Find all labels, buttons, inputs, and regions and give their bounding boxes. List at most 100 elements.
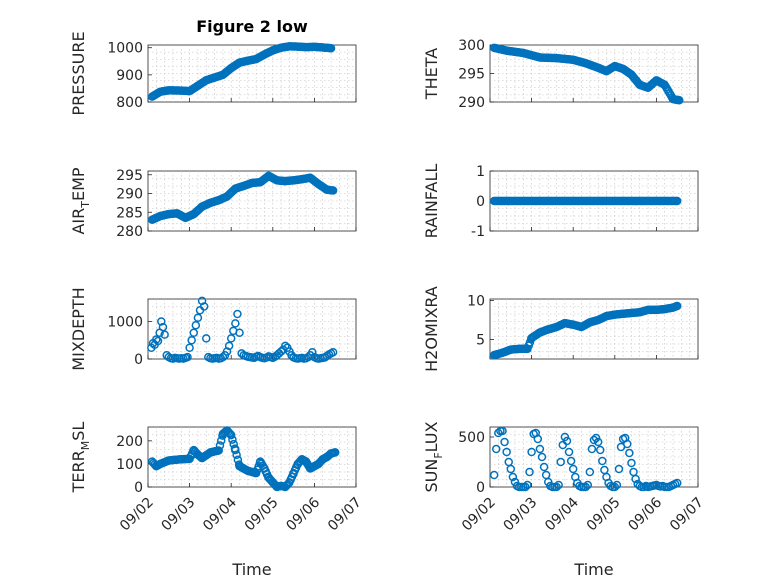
subplot-mixdepth: 0 1000 MIXDEPTH — [69, 287, 357, 371]
y-tick-label: 500 — [458, 430, 485, 446]
data-point — [281, 341, 290, 351]
y-tick-label: 900 — [116, 68, 143, 84]
data-point — [500, 437, 509, 447]
y-axis-label: MIXDEPTH — [69, 287, 88, 370]
y-tick-label: 0 — [476, 480, 485, 496]
data-point — [672, 301, 682, 311]
x-tick-label: 09/07 — [667, 495, 707, 535]
data-point — [191, 321, 201, 330]
y-axis-label-subscript: M — [79, 441, 92, 451]
y-axis-label-text: RAINFALL — [422, 164, 441, 239]
x-tick-label: 09/03 — [501, 495, 541, 535]
subplot-theta: 290 295 300 THETA — [422, 38, 699, 111]
data-point — [322, 351, 332, 361]
y-axis-label-text: TERR — [69, 450, 88, 493]
data-point — [218, 352, 228, 362]
y-axis-label-suffix: SL — [69, 422, 88, 441]
data-point — [535, 444, 545, 454]
data-point — [583, 480, 593, 490]
data-point — [214, 446, 223, 455]
x-axis-label-right: Time — [573, 560, 613, 579]
data-point — [231, 445, 240, 455]
subplot-sun-flux: 0 500 09/02 09/03 09/04 09/05 09/06 09/07 SUNFLU… — [422, 421, 707, 534]
x-tick-label: 09/03 — [159, 495, 199, 535]
data-point — [614, 464, 624, 474]
y-tick-label: 295 — [116, 168, 143, 184]
y-tick-label: 295 — [458, 67, 485, 83]
data-point — [631, 474, 640, 484]
series-markers — [489, 196, 682, 206]
x-tick-label: 09/02 — [459, 495, 499, 535]
data-point — [152, 335, 161, 344]
x-tick-label: 09/06 — [625, 494, 665, 534]
subplot-terr-msl: 0 100 200 09/02 09/03 09/04 09/05 09/06 09/07 TER… — [69, 422, 365, 535]
data-point — [189, 328, 199, 337]
data-point — [675, 96, 684, 105]
y-tick-label: 0 — [134, 352, 143, 368]
y-tick-label: 280 — [116, 224, 143, 240]
data-point — [625, 448, 634, 458]
data-point — [539, 462, 549, 472]
data-point — [326, 44, 336, 53]
series-markers — [489, 301, 682, 360]
y-axis-label: SUNFLUX — [422, 421, 445, 492]
data-point — [303, 352, 313, 362]
data-point — [672, 478, 682, 488]
data-point — [160, 330, 169, 339]
series-markers — [147, 42, 336, 101]
series-markers — [489, 43, 684, 105]
data-point — [201, 334, 211, 343]
y-tick-label: 5 — [476, 333, 485, 349]
x-tick-label: 09/04 — [542, 494, 582, 534]
y-axis-label: H2OMIXRA — [422, 286, 441, 372]
y-axis-label-subscript: F — [432, 452, 445, 458]
data-point — [153, 336, 163, 346]
data-point — [328, 348, 338, 357]
data-point — [232, 450, 241, 460]
data-point — [593, 437, 603, 447]
data-point — [589, 435, 599, 445]
y-axis-label-text: SUN — [422, 459, 441, 493]
y-axis-label-suffix: LUX — [422, 421, 441, 452]
x-tick-label: 09/02 — [117, 495, 157, 535]
data-point — [627, 458, 636, 468]
y-tick-label: 1000 — [107, 41, 143, 57]
series-markers — [147, 426, 340, 492]
y-tick-label: 1 — [476, 164, 485, 180]
y-axis-label-subscript: T — [79, 201, 92, 209]
data-point — [215, 441, 225, 450]
data-point — [585, 467, 595, 477]
data-point — [623, 439, 632, 449]
y-tick-label: 290 — [458, 95, 485, 111]
y-tick-label: 0 — [134, 480, 143, 496]
data-point — [552, 482, 561, 492]
subplot-h2omixra: 5 10 H2OMIXRA — [422, 286, 699, 372]
data-point — [226, 334, 236, 343]
data-point — [185, 343, 194, 352]
data-point — [226, 430, 236, 440]
data-point — [158, 322, 168, 332]
y-axis-label: TERRMSL — [69, 422, 92, 494]
data-point — [595, 445, 605, 455]
data-point — [502, 447, 511, 457]
x-axis-label-left: Time — [231, 560, 271, 579]
data-point — [498, 426, 507, 436]
y-axis-label-suffix: EMP — [69, 167, 88, 201]
x-tick-label: 09/07 — [325, 495, 365, 535]
data-point — [233, 309, 242, 319]
data-point — [523, 480, 532, 490]
data-point — [564, 447, 574, 457]
data-point — [237, 349, 246, 358]
y-tick-label: 300 — [458, 38, 485, 54]
data-point — [491, 444, 501, 454]
data-point — [157, 317, 166, 326]
data-point — [537, 452, 547, 462]
y-axis-label-text: H2OMIXRA — [422, 286, 441, 372]
x-tick-label: 09/06 — [283, 494, 323, 534]
data-point — [554, 480, 563, 490]
data-point — [568, 464, 578, 474]
data-point — [494, 428, 503, 438]
y-tick-label: 1000 — [107, 315, 143, 331]
